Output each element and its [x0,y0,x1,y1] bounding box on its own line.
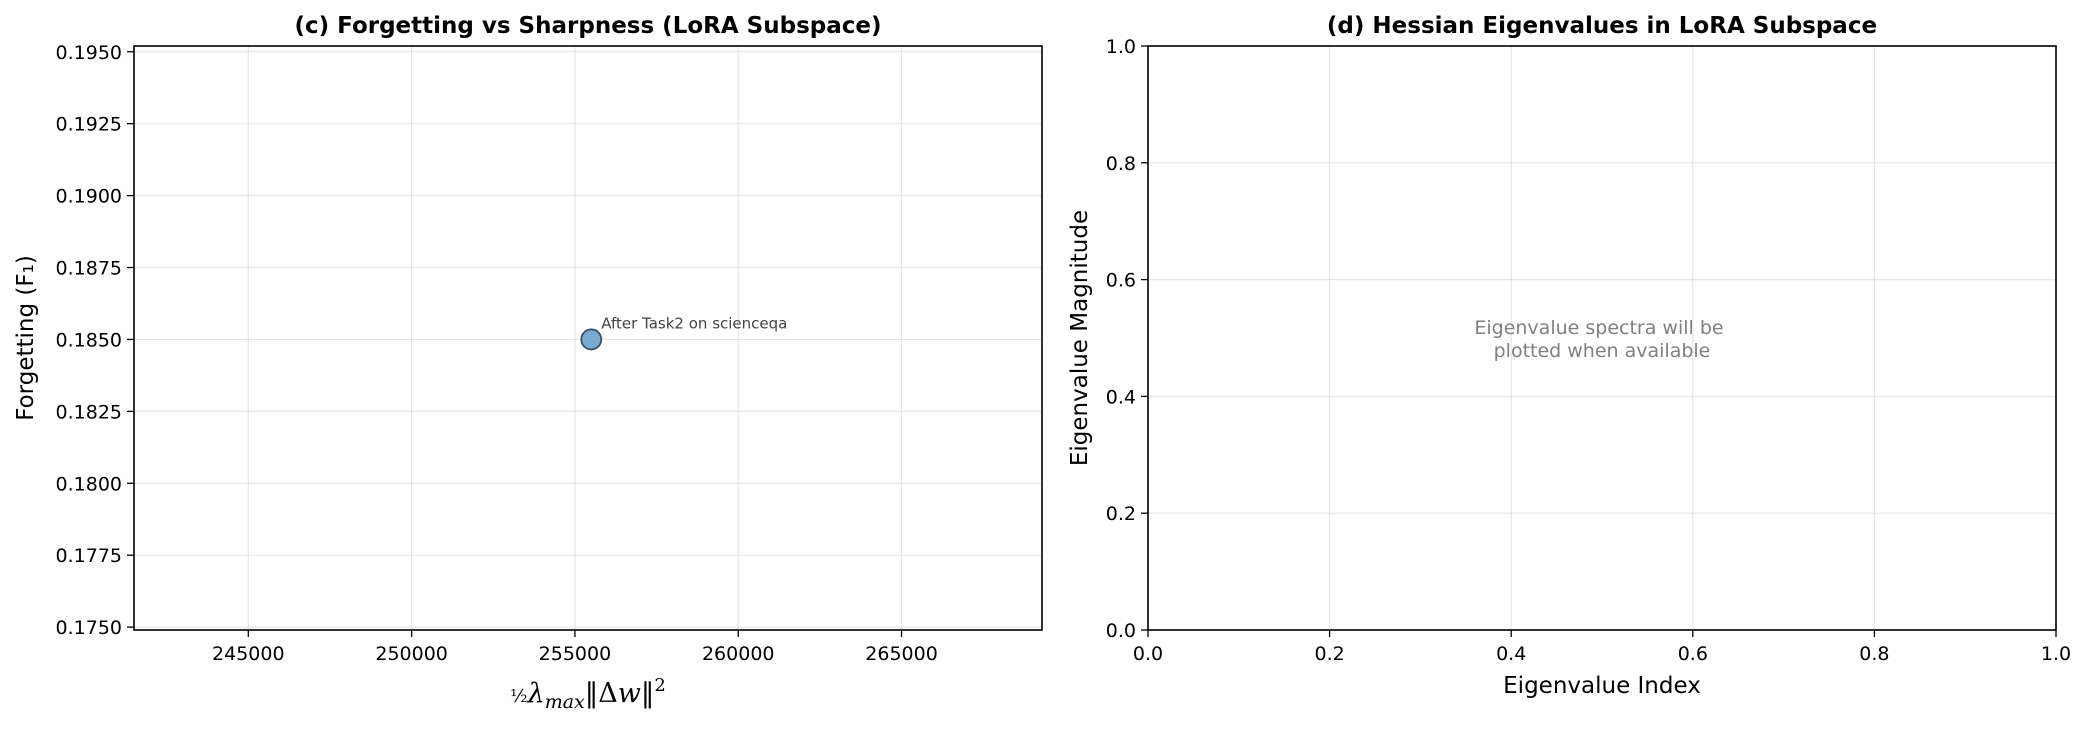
placeholder-message: Eigenvalue spectra will be plotted when … [1474,317,1729,362]
y-tick-label: 0.1900 [56,186,122,208]
x-tick-label: 265000 [865,643,938,665]
y-tick-label: 0.1875 [56,258,122,280]
scatter-series: After Task2 on scienceqa [580,314,787,351]
y-axis-label: Eigenvalue Magnitude [1067,210,1093,466]
y-tick-label: 1.0 [1106,36,1136,58]
point-annotation: After Task2 on scienceqa [601,314,787,332]
scatter-point [580,328,603,351]
chart-hessian-eigenvalues: 0.0 0.2 0.4 0.6 0.8 1.0 0.0 0.2 0.4 0.6 0.8 1.0 (d… [1067,13,2071,699]
x-tick-label: 0.0 [1133,643,1163,665]
y-axis-ticks: 0.0 0.2 0.4 0.6 0.8 1.0 [1106,36,1148,642]
x-label-fraction: ½ [510,686,527,707]
axes-frame [1147,45,2057,631]
grid [134,46,1042,630]
placeholder-line-2: plotted when available [1494,340,1711,362]
x-tick-label: 245000 [212,643,285,665]
y-tick-label: 0.0 [1106,620,1136,642]
y-axis-label: Forgetting (F₁) [13,255,39,421]
x-axis-ticks: 245000 250000 255000 260000 265000 [212,630,938,665]
y-tick-label: 0.6 [1106,270,1136,292]
y-tick-label: 0.4 [1106,386,1136,408]
x-tick-label: 260000 [702,643,775,665]
x-axis-ticks: 0.0 0.2 0.4 0.6 0.8 1.0 [1133,630,2071,665]
y-tick-label: 0.1850 [56,329,122,351]
x-axis-label: Eigenvalue Index [1503,673,1701,699]
y-tick-label: 0.1750 [56,617,122,639]
y-tick-label: 0.8 [1106,153,1136,175]
y-axis-ticks: 0.1750 0.1775 0.1800 0.1825 0.1850 0.1875 0.19… [56,42,134,639]
chart-title: (c) Forgetting vs Sharpness (LoRA Subspa… [295,13,882,39]
x-tick-label: 255000 [539,643,612,665]
y-tick-label: 0.1775 [56,545,122,567]
chart-title: (d) Hessian Eigenvalues in LoRA Subspace [1327,13,1877,39]
x-tick-label: 0.4 [1496,643,1526,665]
y-tick-label: 0.1925 [56,114,122,136]
y-tick-label: 0.1825 [56,401,122,423]
x-tick-label: 250000 [375,643,448,665]
x-tick-label: 1.0 [2041,643,2071,665]
y-tick-label: 0.1800 [56,473,122,495]
x-tick-label: 0.8 [1859,643,1889,665]
x-tick-label: 0.6 [1678,643,1708,665]
y-tick-label: 0.2 [1106,503,1136,525]
y-tick-label: 0.1950 [56,42,122,64]
x-axis-label: ½λmax‖Δw‖2 [510,675,666,713]
placeholder-line-1: Eigenvalue spectra will be [1474,317,1723,339]
chart-forgetting-vs-sharpness: After Task2 on scienceqa 245000 250000 255… [13,13,1043,713]
x-tick-label: 0.2 [1314,643,1344,665]
axes-frame [133,45,1043,631]
